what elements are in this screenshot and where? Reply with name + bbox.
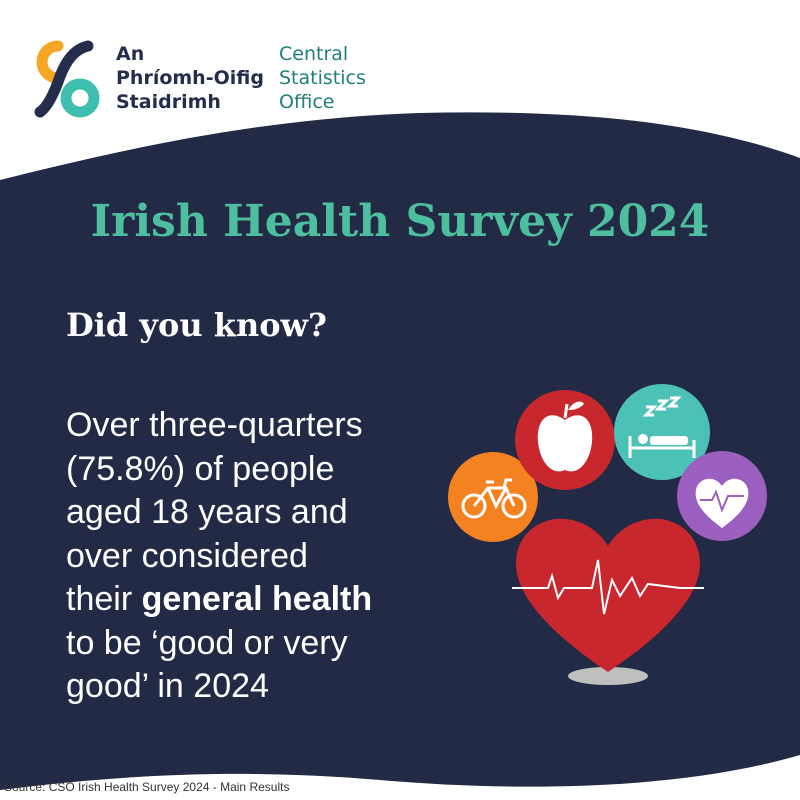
logo-text: Central [279, 43, 349, 65]
big-heart [512, 518, 704, 685]
logo-text: Office [279, 91, 335, 113]
logo-text: Staidrimh [116, 91, 221, 113]
body-line: good’ in 2024 [66, 667, 269, 705]
body-line: (75.8%) of people [66, 449, 335, 488]
body-text-part: their [66, 580, 133, 618]
body-line: to be ‘good or very [66, 623, 348, 662]
subtitle: Did you know? [66, 306, 327, 344]
logo-text: Statistics [279, 67, 366, 89]
body-emphasis: general health [141, 580, 373, 618]
logo-text: Phríomh-Oifig [116, 67, 264, 89]
logo-irish: An Phríomh-Oifig Staidrimh [116, 42, 264, 114]
apple-icon [515, 390, 615, 490]
body-line: Over three-quarters [66, 406, 363, 444]
sleep-icon [614, 384, 710, 480]
bike-icon [448, 452, 538, 542]
title: Irish Health Survey 2024 [90, 196, 710, 247]
logo-text: An [116, 43, 145, 65]
heart-monitor-icon [677, 451, 767, 541]
logo-english: Central Statistics Office [279, 42, 366, 114]
body-line: their general health [66, 578, 372, 622]
body-text: Over three-quarters (75.8%) of people ag… [66, 404, 372, 709]
logo-mark [34, 40, 100, 118]
body-line: aged 18 years and [66, 493, 348, 531]
source: Source: CSO Irish Health Survey 2024 - M… [4, 780, 290, 794]
body-line: over considered [66, 536, 308, 575]
